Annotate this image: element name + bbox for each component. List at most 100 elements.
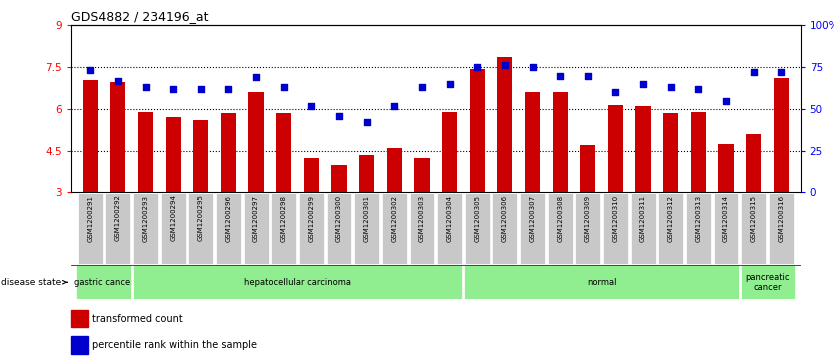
FancyBboxPatch shape bbox=[244, 193, 269, 264]
FancyBboxPatch shape bbox=[741, 193, 766, 264]
Text: GSM1200291: GSM1200291 bbox=[88, 195, 93, 241]
Point bbox=[138, 84, 152, 90]
FancyBboxPatch shape bbox=[492, 193, 517, 264]
Text: GSM1200306: GSM1200306 bbox=[502, 195, 508, 242]
Point bbox=[554, 73, 567, 78]
Bar bbox=[414, 158, 430, 192]
FancyBboxPatch shape bbox=[409, 193, 435, 264]
Bar bbox=[525, 92, 540, 192]
Bar bbox=[304, 158, 319, 192]
FancyBboxPatch shape bbox=[714, 193, 738, 264]
Text: GSM1200307: GSM1200307 bbox=[530, 195, 535, 242]
Bar bbox=[110, 82, 125, 192]
Bar bbox=[387, 148, 402, 192]
Point bbox=[83, 68, 97, 73]
Text: GSM1200305: GSM1200305 bbox=[475, 195, 480, 241]
Text: percentile rank within the sample: percentile rank within the sample bbox=[92, 340, 257, 350]
Text: gastric cancer: gastric cancer bbox=[74, 278, 134, 287]
Bar bbox=[470, 69, 485, 192]
Bar bbox=[691, 112, 706, 192]
Text: transformed count: transformed count bbox=[92, 314, 183, 324]
FancyBboxPatch shape bbox=[271, 193, 296, 264]
FancyBboxPatch shape bbox=[631, 193, 656, 264]
Bar bbox=[636, 106, 651, 192]
Text: GSM1200301: GSM1200301 bbox=[364, 195, 369, 242]
Point bbox=[581, 73, 595, 78]
Bar bbox=[774, 78, 789, 192]
Text: GSM1200300: GSM1200300 bbox=[336, 195, 342, 242]
Point bbox=[609, 89, 622, 95]
Point bbox=[498, 62, 511, 68]
Text: GSM1200303: GSM1200303 bbox=[419, 195, 425, 242]
FancyBboxPatch shape bbox=[686, 193, 711, 264]
FancyBboxPatch shape bbox=[575, 193, 600, 264]
Text: GSM1200299: GSM1200299 bbox=[309, 195, 314, 241]
FancyBboxPatch shape bbox=[327, 193, 351, 264]
Point bbox=[747, 69, 761, 75]
Bar bbox=[331, 164, 347, 192]
Text: normal: normal bbox=[587, 278, 616, 287]
Text: GSM1200308: GSM1200308 bbox=[557, 195, 563, 242]
Text: GSM1200295: GSM1200295 bbox=[198, 195, 203, 241]
Point bbox=[526, 64, 540, 70]
Point bbox=[194, 86, 208, 92]
FancyBboxPatch shape bbox=[105, 193, 130, 264]
FancyBboxPatch shape bbox=[299, 193, 324, 264]
FancyBboxPatch shape bbox=[188, 193, 214, 264]
Point bbox=[111, 78, 124, 83]
Point bbox=[691, 86, 705, 92]
Text: GSM1200296: GSM1200296 bbox=[225, 195, 232, 241]
Bar bbox=[83, 80, 98, 192]
Point bbox=[470, 64, 484, 70]
Text: GSM1200294: GSM1200294 bbox=[170, 195, 176, 241]
Bar bbox=[746, 134, 761, 192]
Text: GSM1200309: GSM1200309 bbox=[585, 195, 590, 242]
Point bbox=[636, 81, 650, 87]
Bar bbox=[71, 336, 88, 354]
FancyBboxPatch shape bbox=[78, 193, 103, 264]
Text: GSM1200293: GSM1200293 bbox=[143, 195, 148, 241]
Point bbox=[304, 103, 318, 109]
Text: GSM1200292: GSM1200292 bbox=[115, 195, 121, 241]
FancyBboxPatch shape bbox=[77, 265, 132, 299]
Bar bbox=[718, 144, 734, 192]
Bar bbox=[442, 112, 457, 192]
FancyBboxPatch shape bbox=[658, 193, 683, 264]
FancyBboxPatch shape bbox=[132, 265, 464, 299]
Bar bbox=[193, 120, 208, 192]
FancyBboxPatch shape bbox=[133, 193, 158, 264]
FancyBboxPatch shape bbox=[216, 193, 241, 264]
FancyBboxPatch shape bbox=[464, 265, 740, 299]
Bar bbox=[580, 145, 595, 192]
Point bbox=[222, 86, 235, 92]
Point bbox=[388, 103, 401, 109]
Point bbox=[775, 69, 788, 75]
Text: GSM1200313: GSM1200313 bbox=[696, 195, 701, 242]
Bar bbox=[359, 155, 374, 192]
Point bbox=[664, 84, 677, 90]
Text: GSM1200298: GSM1200298 bbox=[281, 195, 287, 241]
Bar bbox=[166, 117, 181, 192]
Text: GSM1200312: GSM1200312 bbox=[668, 195, 674, 241]
FancyBboxPatch shape bbox=[465, 193, 490, 264]
Bar bbox=[71, 310, 88, 327]
Point bbox=[415, 84, 429, 90]
Bar bbox=[608, 105, 623, 192]
FancyBboxPatch shape bbox=[437, 193, 462, 264]
Text: GSM1200314: GSM1200314 bbox=[723, 195, 729, 241]
Bar bbox=[249, 92, 264, 192]
FancyBboxPatch shape bbox=[603, 193, 628, 264]
Text: GSM1200310: GSM1200310 bbox=[612, 195, 619, 242]
Point bbox=[332, 113, 345, 118]
Text: hepatocellular carcinoma: hepatocellular carcinoma bbox=[244, 278, 351, 287]
Point bbox=[249, 74, 263, 80]
Bar bbox=[663, 113, 678, 192]
Point bbox=[443, 81, 456, 87]
Text: GSM1200302: GSM1200302 bbox=[391, 195, 397, 241]
FancyBboxPatch shape bbox=[354, 193, 379, 264]
Bar bbox=[553, 92, 568, 192]
Bar bbox=[138, 112, 153, 192]
Point bbox=[360, 119, 374, 125]
FancyBboxPatch shape bbox=[382, 193, 407, 264]
Bar bbox=[497, 57, 512, 192]
